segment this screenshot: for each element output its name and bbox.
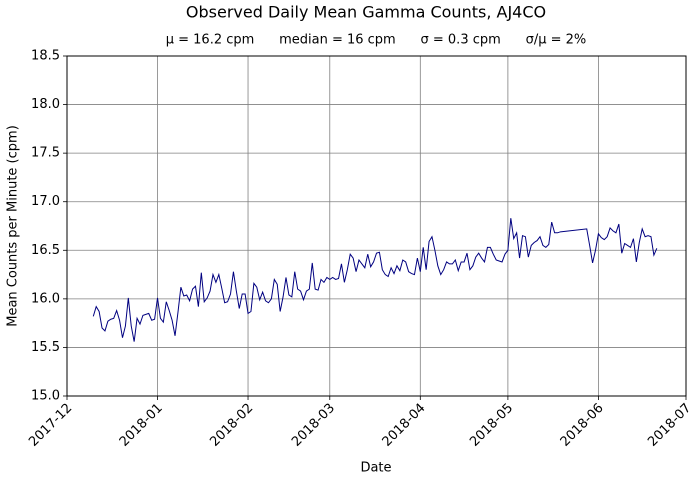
x-tick-label: 2018-04 <box>380 401 429 450</box>
y-tick-label: 17.0 <box>31 194 60 209</box>
x-axis-label: Date <box>360 461 391 476</box>
x-tick-label: 2017-12 <box>26 401 75 450</box>
data-line <box>92 218 658 342</box>
y-tick-label: 16.5 <box>31 243 60 258</box>
y-axis-label: Mean Counts per Minute (cpm) <box>6 125 21 327</box>
y-tick-label: 15.5 <box>31 340 60 355</box>
y-tick-label: 15.0 <box>31 389 60 404</box>
y-tick-label: 16.0 <box>31 291 60 306</box>
plot-frame <box>66 55 687 397</box>
y-tick-label: 18.0 <box>31 97 60 112</box>
x-tick-label: 2018-02 <box>207 401 256 450</box>
y-tick-label: 17.5 <box>31 146 60 161</box>
x-tick-label: 2018-06 <box>558 401 607 450</box>
chart-title: Observed Daily Mean Gamma Counts, AJ4CO <box>186 3 546 22</box>
x-tick-label: 2018-03 <box>289 401 338 450</box>
y-tick-label: 18.5 <box>31 49 60 64</box>
x-tick-label: 2018-05 <box>467 401 516 450</box>
x-tick-label: 2018-01 <box>117 401 166 450</box>
x-tick-label: 2018-07 <box>645 401 692 450</box>
chart-subtitle: μ = 16.2 cpm median = 16 cpm σ = 0.3 cpm… <box>166 33 587 48</box>
